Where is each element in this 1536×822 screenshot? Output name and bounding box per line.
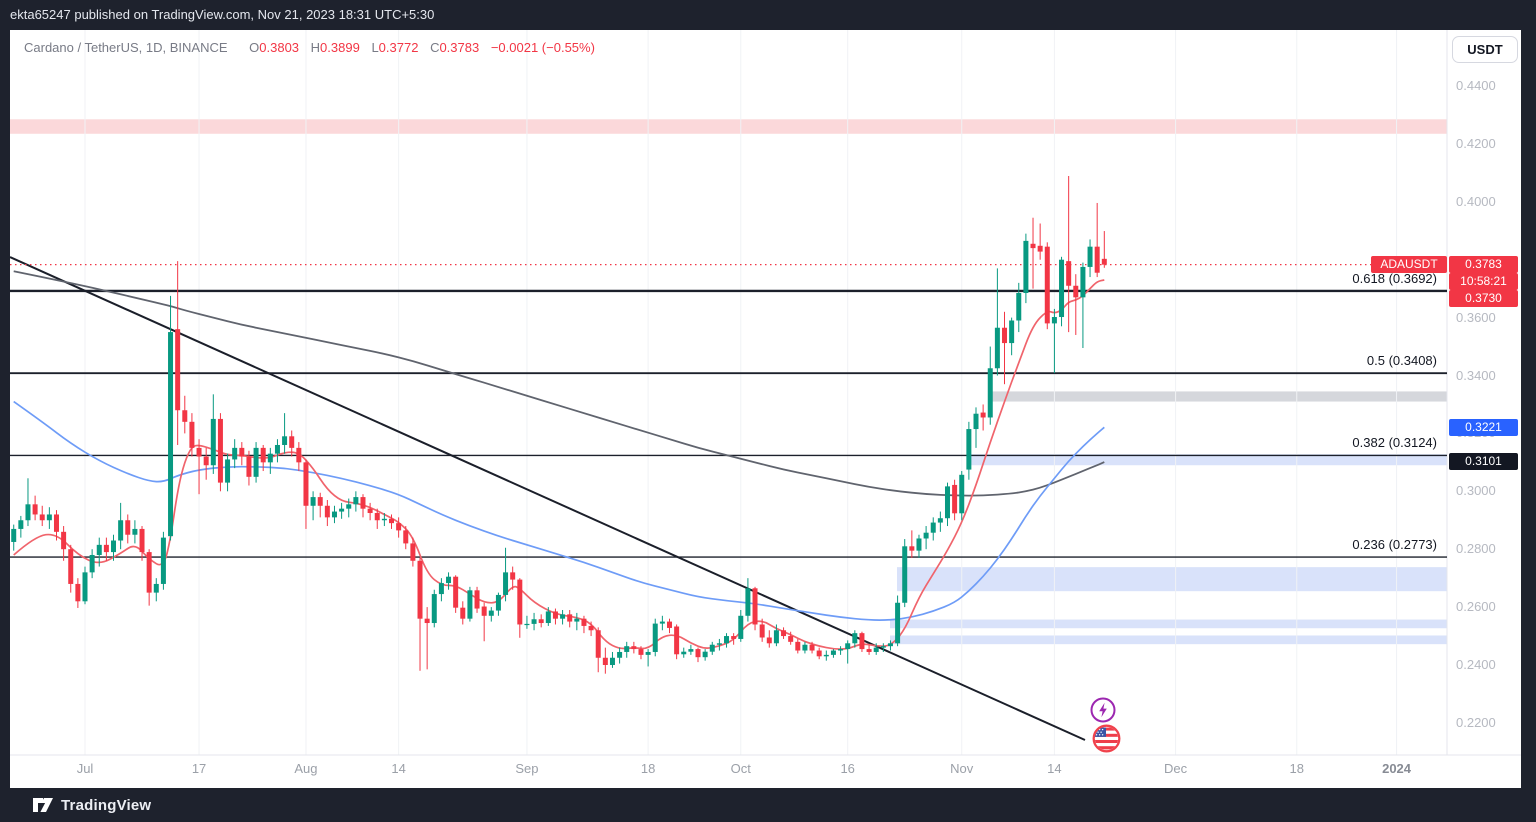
close-value: 0.3783 [439,40,480,55]
time-tick-label: Sep [515,761,539,776]
time-tick-label: 2024 [1382,761,1412,776]
price-tick-label: 0.3000 [1456,483,1496,499]
lightning-event-icon[interactable] [1090,697,1116,728]
tradingview-logo[interactable]: TradingView [32,795,151,815]
time-tick-label: Nov [950,761,974,776]
close-label: C [430,40,440,55]
time-tick-label: 18 [1289,761,1304,776]
symbol-title: Cardano / TetherUS, 1D, BINANCE [24,40,228,55]
price-tick-label: 0.2800 [1456,541,1496,557]
attribution-bar: TradingView [0,788,1536,822]
open-value: 0.3803 [259,40,300,55]
price-tick-label: 0.2400 [1456,657,1496,672]
fib-level-label-500[interactable]: 0.5 (0.3408) [1366,353,1437,368]
time-tick-label: 18 [640,761,656,776]
price-badge: 0.3101 [1449,453,1518,470]
us-economic-event-icon[interactable] [1092,724,1121,758]
time-tick-label: 14 [391,761,406,776]
time-tick-label: 14 [1047,761,1062,776]
open-label: O [249,40,260,55]
time-tick-label: 16 [840,761,855,776]
symbol-price-label-badge: ADAUSDT [1371,256,1447,273]
published-info-text: ekta65247 published on TradingView.com, … [10,7,435,22]
time-tick-label: Jul [76,761,94,776]
price-tick-label: 0.2600 [1456,599,1496,615]
change-value: −0.0021 (−0.55%) [490,40,595,55]
fib-level-label-618[interactable]: 0.618 (0.3692) [1352,271,1437,286]
price-badge: 0.3730 [1449,290,1518,307]
high-label: H [310,40,321,55]
time-tick-label: Aug [294,761,318,776]
fib-level-label-382[interactable]: 0.382 (0.3124) [1352,435,1437,450]
fib-level-label-236[interactable]: 0.236 (0.2773) [1352,537,1437,552]
time-tick-label: Dec [1164,761,1188,776]
tradingview-logo-text: TradingView [61,796,152,814]
time-tick-label: Oct [730,761,751,776]
ohlc-legend[interactable]: Cardano / TetherUS, 1D, BINANCE O0.3803 … [24,40,595,55]
price-badge: 10:58:21 [1449,273,1518,290]
price-badge: 0.3783 [1449,256,1518,273]
tradingview-logo-icon [33,798,53,812]
price-badge: 0.3221 [1449,419,1518,436]
price-tick-label: 0.3400 [1456,367,1496,383]
low-label: L [371,40,379,55]
price-tick-label: 0.4000 [1456,193,1496,209]
high-value: 0.3899 [320,40,360,55]
currency-unit-button[interactable]: USDT [1452,36,1518,63]
chart-panel [10,30,1521,788]
price-tick-label: 0.4200 [1456,135,1496,151]
time-tick-label: 17 [191,761,207,776]
price-tick-label: 0.2200 [1456,714,1496,730]
published-info-bar: ekta65247 published on TradingView.com, … [0,0,1536,30]
low-value: 0.3772 [378,40,419,55]
price-tick-label: 0.4400 [1456,78,1496,93]
price-tick-label: 0.3600 [1456,309,1496,325]
